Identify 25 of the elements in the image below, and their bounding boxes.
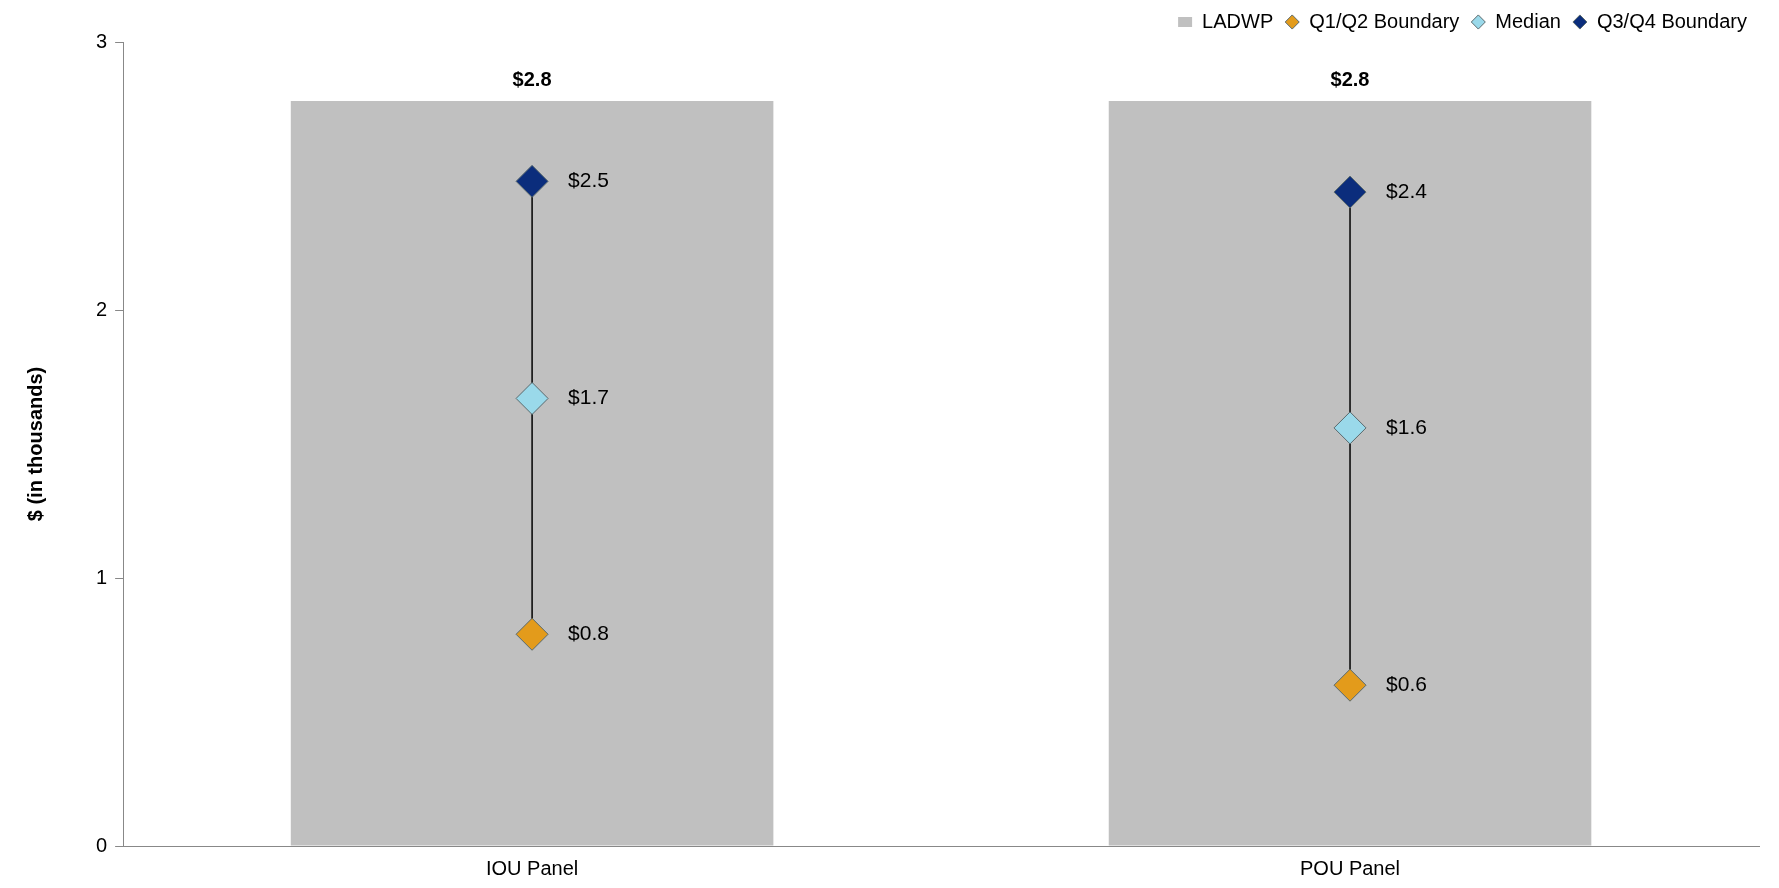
y-tick-label: 2 [96,297,108,320]
y-tick-label: 3 [96,29,108,52]
legend-label: LADWP [1202,9,1274,32]
data-label: $2.5 [568,168,609,192]
data-label: $1.7 [568,385,609,409]
point [1333,175,1367,209]
legend-label: Q1/Q2 Boundary [1309,9,1460,32]
data-label: $0.8 [568,621,609,645]
y-axis-title: $ (in thousands) [23,366,46,522]
point [1333,668,1367,702]
legend-label: Median [1495,9,1561,32]
legend-label: Q3/Q4 Boundary [1596,9,1748,32]
y-tick-label: 0 [96,833,108,856]
point [515,617,549,651]
y-tick-label: 1 [96,565,108,588]
point [1333,411,1367,445]
data-label: $2.4 [1386,178,1428,202]
point [515,164,549,198]
data-label: $2.8 [1330,68,1370,91]
data-label: $0.6 [1386,672,1427,695]
x-tick-label: POU Panel [1300,856,1401,879]
x-tick-label: IOU Panel [485,856,579,879]
data-label: $2.8 [512,68,552,91]
point [515,381,549,415]
data-label: $1.6 [1386,414,1427,438]
